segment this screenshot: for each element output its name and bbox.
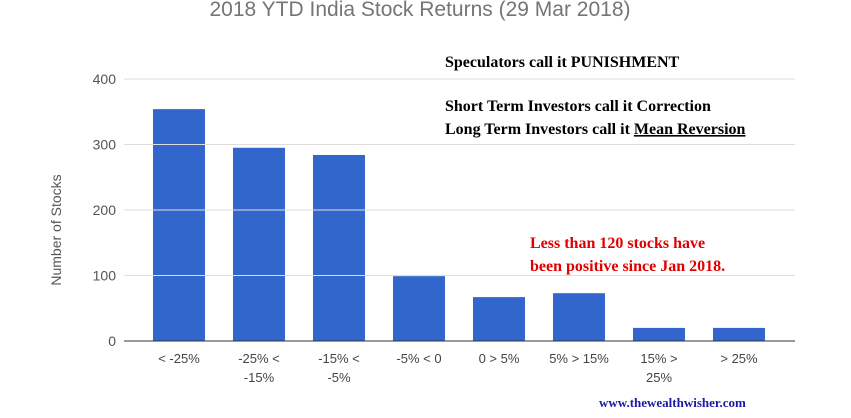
y-axis-label: Number of Stocks bbox=[48, 174, 64, 285]
annotation: Speculators call it PUNISHMENT bbox=[445, 54, 680, 71]
annotation-note: been positive since Jan 2018. bbox=[530, 258, 725, 275]
x-tick-label: 0 > 5% bbox=[479, 351, 520, 366]
annotation-note: Less than 120 stocks have bbox=[530, 235, 705, 252]
x-tick-label: -25% < -15% bbox=[238, 351, 280, 385]
bar bbox=[713, 327, 765, 341]
website: www.thewealthwisher.com bbox=[599, 395, 746, 410]
chart-title: 2018 YTD India Stock Returns (29 Mar 201… bbox=[210, 0, 631, 21]
y-tick-label: 100 bbox=[93, 268, 117, 284]
bar bbox=[233, 147, 285, 341]
x-tick-label: > 25% bbox=[720, 351, 758, 366]
x-tick-label: < -25% bbox=[158, 351, 200, 366]
annotation-part: Long Term Investors call it bbox=[445, 121, 634, 138]
bar bbox=[313, 154, 365, 341]
bar bbox=[633, 327, 685, 341]
y-tick-label: 0 bbox=[108, 333, 116, 349]
y-tick-label: 300 bbox=[93, 137, 117, 153]
bar bbox=[153, 109, 205, 341]
y-tick-label: 200 bbox=[93, 202, 117, 218]
y-tick-label: 400 bbox=[93, 71, 117, 87]
bar bbox=[553, 293, 605, 341]
annotation: Short Term Investors call it Correction bbox=[445, 98, 711, 115]
x-tick-label: 5% > 15% bbox=[549, 351, 609, 366]
x-tick-label: -5% < 0 bbox=[396, 351, 441, 366]
annotation-emphasis: Mean Reversion bbox=[634, 121, 746, 138]
x-tick-label: -15% < -5% bbox=[318, 351, 360, 385]
bar bbox=[473, 297, 525, 341]
bar bbox=[393, 276, 445, 341]
annotation: Long Term Investors call it Mean Reversi… bbox=[445, 121, 746, 138]
x-tick-label: 15% >25% bbox=[640, 351, 677, 385]
